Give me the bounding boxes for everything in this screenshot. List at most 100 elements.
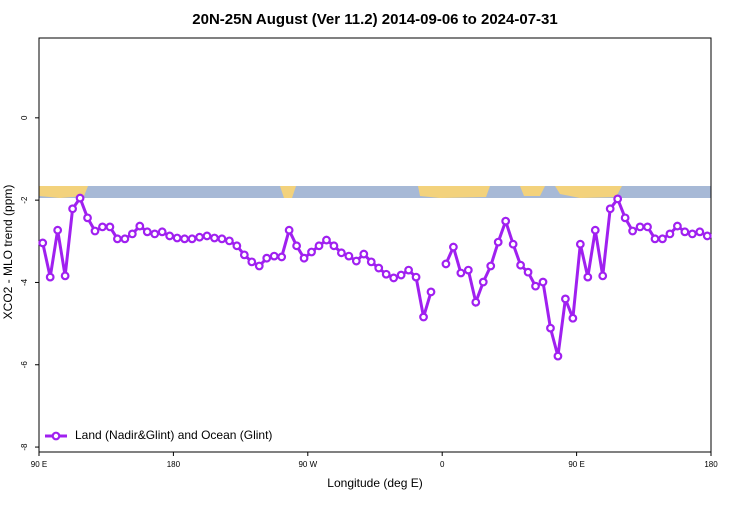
data-point	[292, 241, 302, 251]
data-point	[702, 231, 712, 241]
data-point	[105, 222, 115, 232]
map-strip	[39, 186, 711, 198]
data-point	[90, 226, 100, 236]
data-point	[635, 222, 645, 232]
data-point	[232, 241, 242, 251]
chart-title: 20N-25N August (Ver 11.2) 2014-09-06 to …	[192, 11, 557, 28]
data-point	[471, 297, 481, 307]
data-point	[351, 256, 361, 266]
data-point	[284, 225, 294, 235]
data-point	[516, 260, 525, 270]
data-point	[366, 257, 376, 267]
data-point	[135, 221, 145, 231]
data-point	[172, 233, 182, 243]
data-point	[486, 261, 496, 271]
data-point	[583, 272, 593, 282]
data-point	[262, 253, 272, 263]
data-point	[456, 268, 466, 278]
data-point	[120, 234, 130, 244]
data-point	[60, 271, 70, 281]
data-point	[75, 193, 85, 203]
data-point	[389, 273, 399, 283]
data-point	[299, 253, 309, 263]
data-point	[590, 225, 600, 235]
data-point	[98, 222, 107, 232]
data-point	[523, 267, 533, 277]
data-point	[269, 251, 279, 261]
data-point	[575, 239, 585, 249]
y-tick-label: -6	[20, 361, 29, 369]
data-point	[359, 249, 369, 259]
data-point	[411, 272, 421, 282]
data-point	[254, 261, 264, 271]
data-point	[628, 226, 637, 236]
y-tick-label: -4	[20, 278, 29, 286]
x-axis-label: Longitude (deg E)	[327, 476, 422, 490]
data-point	[650, 234, 660, 244]
data-point	[277, 252, 287, 262]
data-point	[329, 241, 339, 251]
x-tick-label: 0	[440, 460, 445, 469]
data-point	[673, 221, 682, 231]
data-point	[381, 269, 391, 279]
x-tick-label: 90 W	[298, 460, 317, 469]
data-point	[157, 227, 167, 237]
data-point	[419, 312, 428, 322]
data-point	[38, 238, 48, 248]
y-tick-label: -2	[20, 196, 29, 204]
data-point	[441, 259, 451, 269]
data-point	[224, 236, 234, 246]
data-point	[180, 234, 190, 244]
data-point	[195, 232, 204, 242]
data-point	[165, 231, 175, 241]
data-point	[337, 248, 346, 258]
data-point	[112, 234, 122, 244]
data-point	[83, 213, 92, 223]
legend-label: Land (Nadir&Glint) and Ocean (Glint)	[75, 428, 272, 442]
legend-marker	[51, 431, 61, 441]
data-point	[404, 265, 414, 275]
x-tick-label: 180	[167, 460, 181, 469]
data-point	[396, 270, 406, 280]
data-point	[45, 272, 55, 282]
data-point	[217, 234, 227, 244]
data-point	[658, 234, 667, 244]
x-tick-label: 90 E	[568, 460, 584, 469]
data-point	[202, 231, 212, 241]
data-point	[374, 263, 384, 273]
data-point	[695, 227, 705, 237]
data-point	[643, 222, 652, 232]
x-tick-label: 180	[704, 460, 718, 469]
data-point	[605, 204, 615, 214]
data-point	[680, 227, 690, 237]
plot-frame	[38, 37, 712, 453]
data-point	[665, 229, 675, 239]
data-point	[307, 247, 316, 257]
data-point	[142, 227, 152, 237]
data-point	[314, 241, 324, 251]
data-point	[553, 351, 563, 361]
x-tick-label: 90 E	[31, 460, 47, 469]
data-point	[531, 281, 540, 291]
data-point	[53, 225, 63, 235]
data-point	[247, 257, 257, 267]
data-point	[426, 287, 436, 297]
data-point	[449, 242, 458, 252]
data-point	[127, 229, 137, 239]
data-point	[322, 235, 331, 245]
y-tick-label: -8	[20, 443, 29, 451]
data-point	[538, 277, 548, 287]
y-tick-label: 0	[20, 115, 29, 120]
data-point	[546, 323, 555, 333]
data-point	[620, 213, 630, 223]
data-point	[150, 229, 160, 239]
data-point	[501, 216, 511, 226]
data-point	[613, 194, 623, 204]
data-point	[463, 265, 473, 275]
data-point	[568, 313, 578, 323]
data-point	[493, 237, 503, 247]
data-point	[344, 251, 354, 261]
data-point	[187, 234, 197, 244]
data-point	[210, 233, 219, 243]
